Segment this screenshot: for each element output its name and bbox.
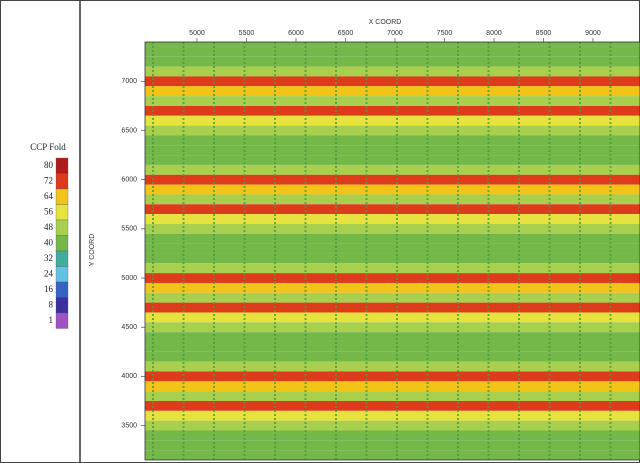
x-tick-label: 8000: [486, 30, 502, 37]
heat-row: [145, 341, 640, 352]
heat-row: [145, 440, 640, 451]
x-axis-label: X COORD: [369, 19, 402, 26]
plot-border: [144, 41, 640, 461]
x-tick-label: 8500: [536, 30, 552, 37]
heat-row: [145, 322, 640, 333]
heat-row: [145, 223, 640, 234]
heat-row: [145, 125, 640, 136]
heat-row: [145, 430, 640, 441]
legend-swatch: [55, 266, 69, 283]
heat-row: [145, 332, 640, 342]
legend-swatch: [55, 204, 69, 221]
legend-label: 40: [44, 237, 54, 247]
legend-swatch: [55, 312, 69, 329]
heat-row: [145, 410, 640, 421]
x-tick-label: 7500: [437, 30, 453, 37]
heat-row: [145, 86, 640, 97]
legend-label: 72: [44, 175, 53, 185]
legend-swatch: [55, 235, 69, 252]
heat-row: [145, 214, 640, 224]
legend-swatch: [55, 219, 69, 236]
heat-row: [145, 253, 640, 264]
y-tick-label: 4000: [121, 373, 137, 380]
heat-row: [145, 46, 640, 57]
heat-row: [145, 194, 640, 205]
legend-label: 64: [44, 191, 54, 201]
legend-swatch: [55, 157, 69, 174]
legend-label: 80: [44, 160, 54, 170]
legend-label: 16: [44, 284, 54, 294]
y-tick-label: 3500: [121, 422, 137, 429]
x-tick-label: 6000: [288, 30, 304, 37]
legend-swatch: [55, 250, 69, 267]
heat-row: [145, 351, 640, 362]
heat-row: [145, 66, 640, 77]
legend-swatch: [55, 173, 69, 190]
heat-row: [145, 420, 640, 431]
heat-row: [145, 292, 640, 303]
heat-row: [145, 263, 640, 274]
plot-area: [145, 42, 640, 460]
x-tick-label: 9000: [585, 30, 601, 37]
heat-row: [145, 76, 640, 87]
heat-row: [145, 302, 640, 313]
heat-row: [145, 400, 640, 411]
heat-row: [145, 135, 640, 146]
legend-title: CCP Fold: [30, 142, 66, 152]
heat-row: [145, 273, 640, 283]
heat-row: [145, 312, 640, 323]
heat-row: [145, 243, 640, 254]
legend-swatch: [55, 188, 69, 205]
heat-row: [145, 105, 640, 116]
y-tick-label: 6500: [121, 127, 137, 134]
legend-swatch: [55, 281, 69, 298]
y-axis-label: Y COORD: [89, 234, 96, 267]
x-tick-label: 6500: [338, 30, 354, 37]
y-tick-label: 7000: [121, 78, 137, 85]
x-tick-label: 5000: [189, 30, 205, 37]
y-tick-label: 5500: [121, 226, 137, 233]
heat-row: [145, 164, 640, 175]
heat-row: [145, 174, 640, 185]
legend-label: 24: [44, 268, 54, 278]
heat-row: [145, 204, 640, 215]
heat-row: [145, 96, 640, 106]
heat-row: [145, 56, 640, 67]
heat-row: [145, 42, 640, 47]
heat-row: [145, 391, 640, 401]
heat-row: [145, 371, 640, 382]
y-tick-label: 5000: [121, 275, 137, 282]
heat-row: [145, 184, 640, 195]
x-tick-label: 7000: [387, 30, 403, 37]
heat-row: [145, 155, 640, 165]
legend-swatch: [55, 297, 69, 314]
y-tick-label: 4500: [121, 324, 137, 331]
heat-row: [145, 450, 640, 460]
heat-row: [145, 233, 640, 244]
legend-label: 56: [44, 206, 54, 216]
heat-row: [145, 361, 640, 372]
heat-row: [145, 381, 640, 392]
heat-row: [145, 145, 640, 156]
x-tick-label: 5500: [239, 30, 255, 37]
heat-row: [145, 282, 640, 293]
y-tick-label: 6000: [121, 177, 137, 184]
legend-label: 48: [44, 222, 54, 232]
legend-label: 8: [49, 299, 54, 309]
legend-label: 1: [49, 315, 54, 325]
legend-label: 32: [44, 253, 53, 263]
heat-row: [145, 115, 640, 126]
